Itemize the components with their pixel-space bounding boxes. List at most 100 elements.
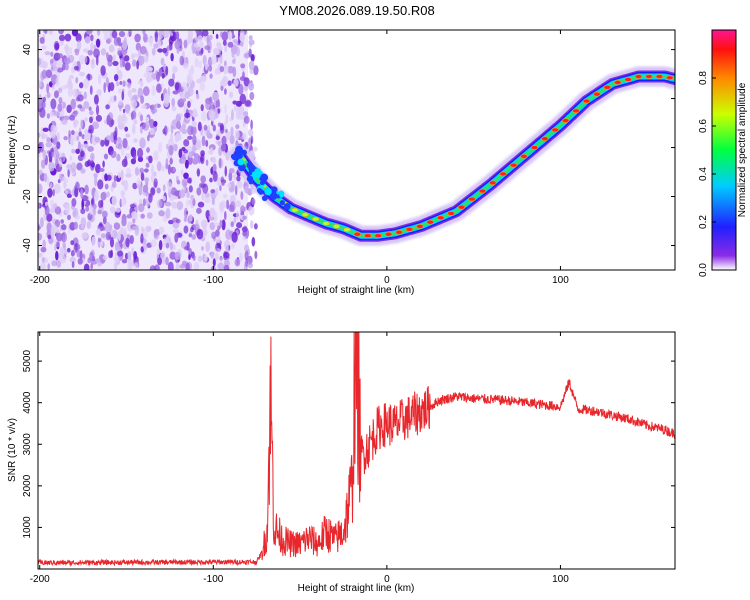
noise-speckle [41,159,46,169]
noise-speckle [146,212,153,219]
noise-speckle [204,197,211,204]
noise-speckle [196,187,202,196]
noise-speckle [110,227,114,239]
noise-speckle [80,143,84,150]
noise-speckle [165,256,169,266]
noise-speckle [210,189,216,194]
noise-speckle [116,250,124,257]
noise-speckle [76,135,80,141]
noise-speckle [93,48,100,58]
noise-speckle [100,139,105,147]
noise-speckle [118,31,126,38]
noise-speckle [223,121,227,133]
noise-speckle [233,39,239,49]
noise-speckle [61,176,66,182]
noise-speckle [195,30,201,35]
noise-speckle [242,215,247,220]
ridge-bead [343,227,351,233]
noise-speckle [197,35,203,42]
noise-speckle [41,45,47,50]
noise-speckle [78,131,83,137]
ridge-bead [624,77,632,82]
noise-speckle [230,221,235,228]
ridge-bead [614,80,622,85]
noise-speckle [240,135,247,140]
noise-speckle [163,125,168,136]
y-tick-label: 0 [22,144,33,150]
noise-speckle [87,145,94,152]
noise-speckle [245,257,248,268]
noise-speckle [71,130,75,136]
noise-speckle [60,224,67,231]
noise-speckle [236,222,243,229]
colorbar-tick-label: 0.8 [698,71,709,85]
noise-speckle [38,143,42,154]
noise-speckle [197,255,203,262]
y-tick-label: 40 [22,44,33,56]
ridge-bead [405,227,414,232]
noise-speckle [40,262,46,270]
noise-speckle [47,234,52,240]
noise-speckle [102,216,107,225]
noise-speckle [232,66,237,78]
noise-speckle [94,136,101,143]
x-tick-label: 0 [384,275,390,286]
noise-speckle [230,126,234,137]
noise-speckle [55,250,59,261]
noise-speckle [57,30,65,35]
noise-speckle [61,234,66,241]
noise-speckle [52,61,60,71]
colorbar-tick-label: 0.4 [698,167,709,181]
noise-speckle [71,261,75,269]
noise-speckle [118,99,123,106]
noise-speckle [185,262,190,270]
noise-speckle [121,259,128,264]
noise-speckle [148,155,153,164]
noise-speckle [227,80,232,87]
noise-speckle [234,129,240,140]
noise-speckle [42,150,47,160]
noise-speckle [249,68,254,75]
noise-speckle [76,39,82,51]
noise-speckle [65,62,69,71]
noise-speckle [51,84,56,91]
noise-speckle [57,58,63,69]
noise-speckle [50,124,55,136]
noise-speckle [197,121,202,132]
noise-speckle [168,219,174,225]
ridge-bead [499,171,507,177]
noise-speckle [44,51,51,56]
noise-speckle [205,139,209,147]
noise-speckle [77,94,84,102]
noise-speckle [66,214,71,221]
noise-speckle [142,86,150,97]
noise-speckle [221,181,225,186]
noise-speckle [227,65,234,74]
spectrogram-frame [37,29,676,271]
noise-speckle [235,210,240,221]
noise-speckle [192,255,196,262]
noise-speckle [89,116,93,124]
ridge-bead [457,204,466,210]
ridge-bead [312,216,320,222]
noise-speckle [209,207,216,217]
ridge-bead [666,75,674,81]
noise-speckle [219,124,225,135]
noise-speckle [200,175,207,184]
noise-speckle [54,90,59,99]
noise-speckle [169,242,174,251]
noise-speckle [153,178,158,188]
snr-x-ticks: -200 -100 0 100 [30,332,569,585]
noise-speckle [133,138,138,143]
noise-speckle [176,121,182,130]
noise-speckle [122,138,128,149]
noise-speckle [84,55,88,64]
noise-speckle [191,234,197,240]
noise-speckle [105,77,110,88]
noise-speckle [224,165,228,177]
noise-speckle [109,32,113,43]
noise-speckle [183,63,189,70]
noise-speckle [38,232,43,241]
noise-speckle [84,144,89,149]
